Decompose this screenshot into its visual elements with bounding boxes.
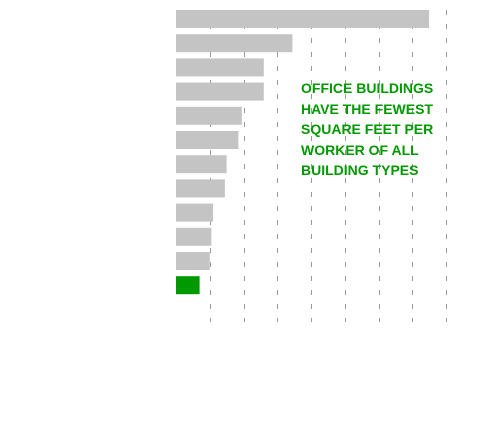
annotation-line: WORKER OF ALL (301, 141, 419, 158)
bar (176, 82, 264, 101)
bar (176, 106, 242, 125)
bar (176, 203, 214, 222)
bar (176, 227, 212, 246)
bar (176, 58, 264, 77)
annotation-line: SQUARE FEET PER (301, 121, 434, 137)
bar (176, 155, 227, 174)
bars (176, 10, 430, 295)
annotation: OFFICE BUILDINGS HAVE THE FEWEST SQUARE … (301, 78, 471, 181)
annotation-line: OFFICE BUILDINGS (301, 80, 434, 96)
bar (176, 179, 225, 198)
annotation-line: BUILDING TYPES (301, 162, 419, 178)
bar (176, 252, 210, 270)
bar (176, 10, 430, 28)
bar (176, 34, 293, 53)
bar-highlight (176, 276, 200, 295)
bar (176, 131, 239, 149)
annotation-line: HAVE THE FEWEST (301, 100, 433, 117)
